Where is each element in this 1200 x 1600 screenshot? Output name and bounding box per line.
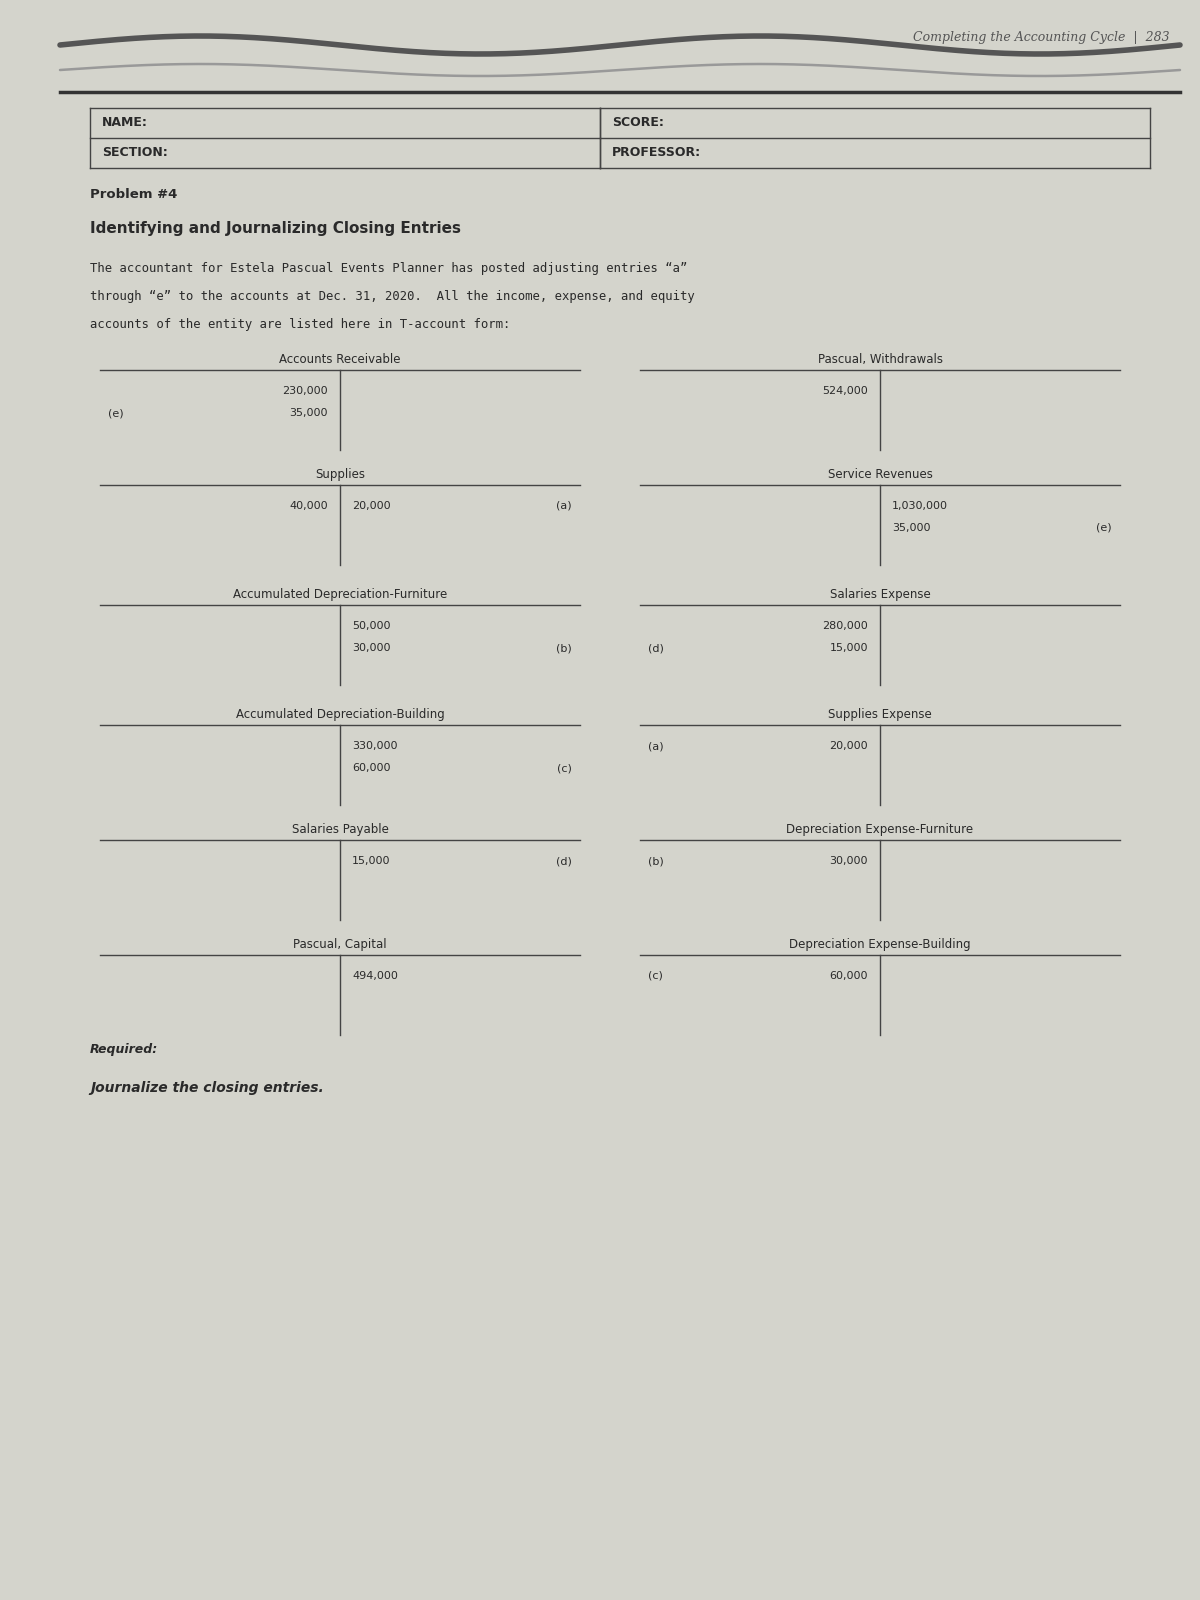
Text: The accountant for Estela Pascual Events Planner has posted adjusting entries “a: The accountant for Estela Pascual Events… xyxy=(90,262,688,275)
Text: 15,000: 15,000 xyxy=(829,643,868,653)
Text: through “e” to the accounts at Dec. 31, 2020.  All the income, expense, and equi: through “e” to the accounts at Dec. 31, … xyxy=(90,290,695,302)
Text: 524,000: 524,000 xyxy=(822,386,868,395)
Text: (e): (e) xyxy=(1097,523,1112,533)
Text: Completing the Accounting Cycle  |  283: Completing the Accounting Cycle | 283 xyxy=(913,32,1170,45)
Text: (b): (b) xyxy=(648,856,664,866)
Text: PROFESSOR:: PROFESSOR: xyxy=(612,147,701,160)
Text: Pascual, Capital: Pascual, Capital xyxy=(293,938,386,950)
Text: 30,000: 30,000 xyxy=(829,856,868,866)
Text: Accumulated Depreciation-Building: Accumulated Depreciation-Building xyxy=(235,707,444,722)
Text: (a): (a) xyxy=(557,501,572,510)
Text: Problem #4: Problem #4 xyxy=(90,189,178,202)
Text: NAME:: NAME: xyxy=(102,117,148,130)
Text: 50,000: 50,000 xyxy=(352,621,390,630)
Text: Supplies: Supplies xyxy=(314,467,365,482)
Text: 35,000: 35,000 xyxy=(892,523,930,533)
Text: SCORE:: SCORE: xyxy=(612,117,664,130)
Text: 40,000: 40,000 xyxy=(289,501,328,510)
Text: Supplies Expense: Supplies Expense xyxy=(828,707,932,722)
Text: Required:: Required: xyxy=(90,1043,158,1056)
Text: Pascual, Withdrawals: Pascual, Withdrawals xyxy=(817,354,942,366)
Text: Depreciation Expense-Building: Depreciation Expense-Building xyxy=(790,938,971,950)
Text: 1,030,000: 1,030,000 xyxy=(892,501,948,510)
Text: 230,000: 230,000 xyxy=(282,386,328,395)
Text: Salaries Expense: Salaries Expense xyxy=(829,589,930,602)
Text: (b): (b) xyxy=(557,643,572,653)
Text: Service Revenues: Service Revenues xyxy=(828,467,932,482)
Text: (c): (c) xyxy=(648,971,662,981)
Text: 30,000: 30,000 xyxy=(352,643,390,653)
Text: 494,000: 494,000 xyxy=(352,971,398,981)
Text: accounts of the entity are listed here in T-account form:: accounts of the entity are listed here i… xyxy=(90,318,510,331)
Text: Identifying and Journalizing Closing Entries: Identifying and Journalizing Closing Ent… xyxy=(90,221,461,235)
Text: Accumulated Depreciation-Furniture: Accumulated Depreciation-Furniture xyxy=(233,589,448,602)
Text: 35,000: 35,000 xyxy=(289,408,328,418)
Text: (d): (d) xyxy=(556,856,572,866)
Text: (a): (a) xyxy=(648,741,664,750)
Text: (d): (d) xyxy=(648,643,664,653)
Text: SECTION:: SECTION: xyxy=(102,147,168,160)
Text: 60,000: 60,000 xyxy=(829,971,868,981)
Text: 20,000: 20,000 xyxy=(352,501,391,510)
Text: 15,000: 15,000 xyxy=(352,856,390,866)
Text: 280,000: 280,000 xyxy=(822,621,868,630)
Text: 60,000: 60,000 xyxy=(352,763,390,773)
Text: Accounts Receivable: Accounts Receivable xyxy=(280,354,401,366)
Text: Journalize the closing entries.: Journalize the closing entries. xyxy=(90,1082,324,1094)
Text: (e): (e) xyxy=(108,408,124,418)
Text: 20,000: 20,000 xyxy=(829,741,868,750)
Text: Salaries Payable: Salaries Payable xyxy=(292,822,389,835)
Text: (c): (c) xyxy=(557,763,572,773)
Text: Depreciation Expense-Furniture: Depreciation Expense-Furniture xyxy=(786,822,973,835)
Text: 330,000: 330,000 xyxy=(352,741,397,750)
